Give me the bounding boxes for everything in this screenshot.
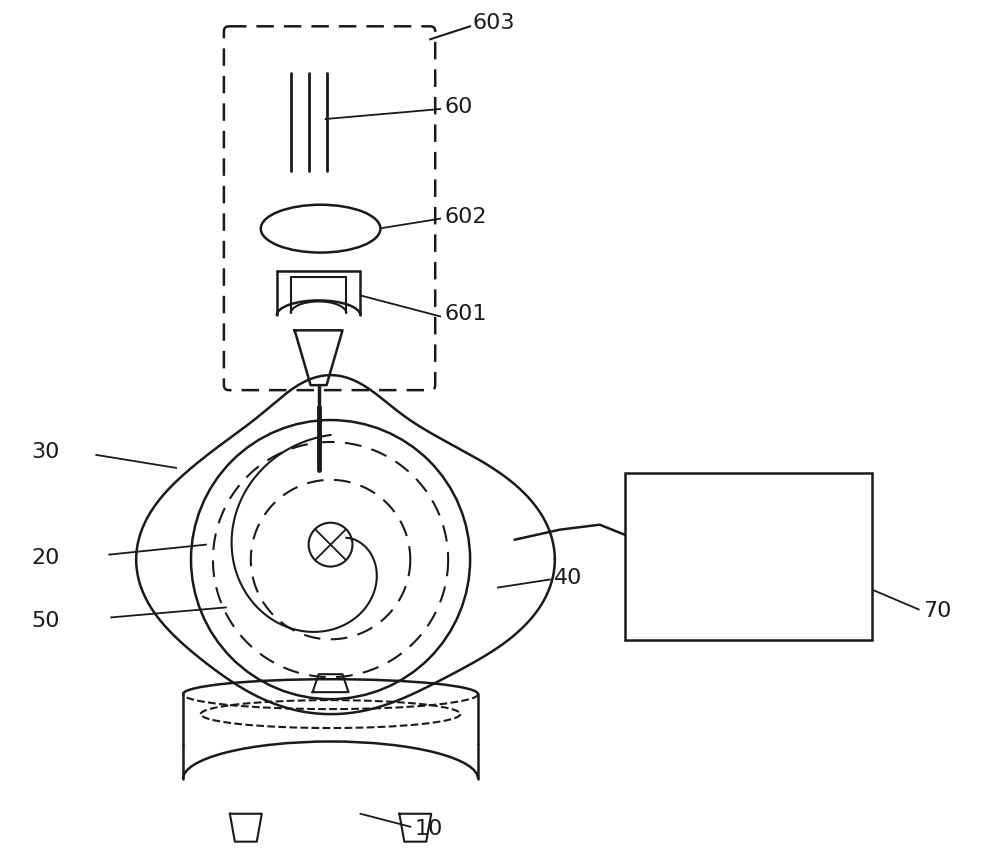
Text: 30: 30 — [32, 442, 60, 462]
Text: 10: 10 — [414, 819, 443, 839]
Ellipse shape — [261, 205, 380, 252]
FancyBboxPatch shape — [224, 27, 435, 390]
Text: 601: 601 — [444, 305, 487, 325]
Text: 20: 20 — [32, 548, 60, 567]
Text: 路控制系统: 路控制系统 — [713, 561, 784, 585]
Text: 40: 40 — [554, 567, 582, 587]
Text: 70: 70 — [923, 602, 951, 622]
Text: 50: 50 — [32, 611, 60, 631]
Text: 激光管道定位仪电: 激光管道定位仪电 — [692, 533, 805, 556]
Text: 603: 603 — [472, 13, 515, 34]
Text: 602: 602 — [444, 207, 487, 226]
Text: 60: 60 — [444, 97, 473, 117]
Bar — [625, 473, 872, 641]
